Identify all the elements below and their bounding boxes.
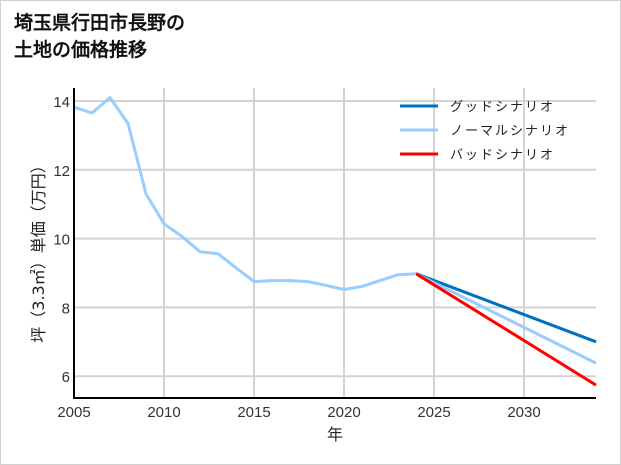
series-line xyxy=(415,272,597,387)
x-tick-label: 2015 xyxy=(237,404,270,421)
title-line-1: 埼玉県行田市長野の xyxy=(14,12,186,34)
y-tick-label: 8 xyxy=(62,300,70,317)
x-axis-label: 年 xyxy=(327,425,343,444)
x-tick-label: 2010 xyxy=(147,404,180,421)
legend-label: バッドシナリオ xyxy=(450,148,555,163)
legend-label: ノーマルシナリオ xyxy=(450,124,570,139)
x-tick-label: 2030 xyxy=(507,404,540,421)
series-line xyxy=(415,272,597,344)
series-line xyxy=(415,272,597,365)
y-tick-label: 6 xyxy=(62,369,70,386)
x-tick-label: 2025 xyxy=(417,404,450,421)
title-line-2: 土地の価格推移 xyxy=(14,39,148,61)
y-tick-labels: 6 8 10 12 14 xyxy=(53,94,70,386)
chart-title: 埼玉県行田市長野の 土地の価格推移 xyxy=(14,10,185,64)
series-line xyxy=(73,96,417,291)
y-axis-label: 坪（3.3㎡）単価（万円） xyxy=(29,157,48,342)
data-lines xyxy=(73,96,597,387)
y-tick-label: 12 xyxy=(53,163,70,180)
x-tick-label: 2020 xyxy=(327,404,360,421)
x-tick-label: 2005 xyxy=(57,404,90,421)
axes xyxy=(73,88,596,399)
grid-lines xyxy=(74,88,596,398)
x-tick-labels: 2005 2010 2015 2020 2025 2030 xyxy=(57,404,540,421)
legend-label: グッドシナリオ xyxy=(450,100,555,115)
y-tick-label: 14 xyxy=(53,94,70,111)
y-tick-label: 10 xyxy=(53,232,70,249)
